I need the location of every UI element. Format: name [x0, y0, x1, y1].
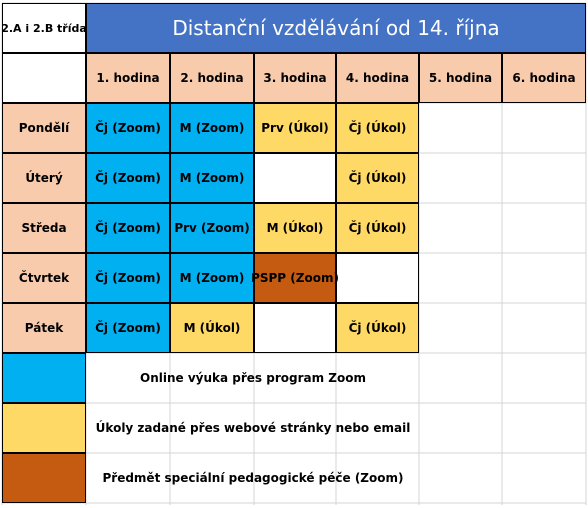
page-title: Distanční vzdělávání od 14. října [86, 3, 586, 53]
legend-swatch [2, 353, 86, 403]
lesson-cell: Čj (Zoom) [86, 103, 170, 153]
lesson-cell: Čj (Úkol) [336, 203, 419, 253]
hour-header: 2. hodina [170, 53, 254, 103]
lesson-cell: Čj (Úkol) [336, 153, 419, 203]
legend-swatch [2, 453, 86, 503]
empty-cell [254, 153, 336, 203]
lesson-cell: Čj (Úkol) [336, 303, 419, 353]
day-label: Středa [2, 203, 86, 253]
lesson-cell: M (Zoom) [170, 153, 254, 203]
empty-cell [419, 253, 502, 303]
empty-cell [502, 303, 586, 353]
lesson-cell: Prv (Zoom) [170, 203, 254, 253]
hour-header: 5. hodina [419, 53, 502, 103]
lesson-cell: M (Zoom) [170, 253, 254, 303]
hour-header: 1. hodina [86, 53, 170, 103]
class-label: 2.A i 2.B třída [1, 3, 87, 53]
day-label: Pondělí [2, 103, 86, 153]
empty-cell [502, 253, 586, 303]
hour-header: 6. hodina [502, 53, 586, 103]
lesson-cell: M (Zoom) [170, 103, 254, 153]
lesson-cell: Čj (Zoom) [86, 153, 170, 203]
empty-cell [336, 253, 419, 303]
legend-label: Úkoly zadané přes webové stránky nebo em… [95, 421, 411, 435]
hour-header: 3. hodina [254, 53, 336, 103]
lesson-cell: M (Úkol) [170, 303, 254, 353]
empty-cell [419, 203, 502, 253]
lesson-cell: PSPP (Zoom) [251, 253, 339, 303]
hour-header: 4. hodina [336, 53, 419, 103]
empty-cell [419, 153, 502, 203]
legend-label: Online výuka přes program Zoom [140, 371, 366, 385]
lesson-cell: Čj (Úkol) [336, 103, 419, 153]
day-label: Čtvrtek [2, 253, 86, 303]
empty-cell [502, 153, 586, 203]
legend-swatch [2, 403, 86, 453]
empty-cell [502, 203, 586, 253]
lesson-cell: Čj (Zoom) [86, 303, 170, 353]
empty-cell [254, 303, 336, 353]
empty-cell [419, 303, 502, 353]
lesson-cell: M (Úkol) [254, 203, 336, 253]
lesson-cell: Čj (Zoom) [86, 203, 170, 253]
day-label: Úterý [2, 153, 86, 203]
legend-label: Předmět speciální pedagogické péče (Zoom… [102, 471, 404, 485]
empty-cell [502, 103, 586, 153]
header-empty-cell [2, 53, 86, 103]
lesson-cell: Čj (Zoom) [86, 253, 170, 303]
lesson-cell: Prv (Úkol) [254, 103, 336, 153]
empty-cell [419, 103, 502, 153]
day-label: Pátek [2, 303, 86, 353]
